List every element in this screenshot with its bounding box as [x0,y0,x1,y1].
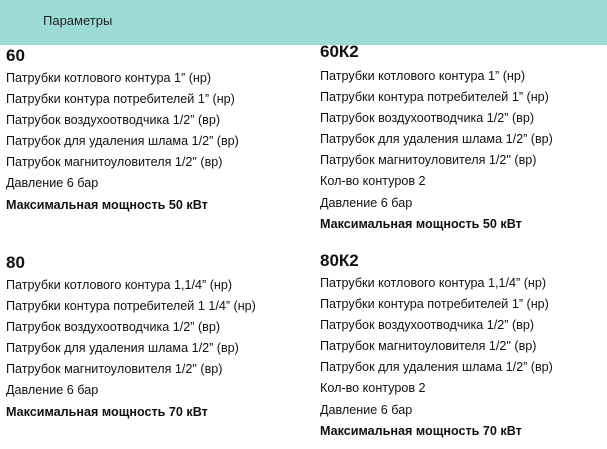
spec-line: Патрубок для удаления шлама 1/2” (вр) [320,360,553,375]
spec-line: Давление 6 бар [320,195,413,210]
max-power: Максимальная мощность 70 кВт [6,404,208,419]
model-title: 60К2 [320,42,359,61]
spec-line: Патрубок магнитоуловителя 1/2" (вр) [320,153,537,168]
spec-line: Патрубки контура потребителей 1” (нр) [6,92,235,107]
spec-line: Патрубки контура потребителей 1” (нр) [320,90,549,105]
model-title: 80 [6,253,25,272]
max-power: Максимальная мощность 50 кВт [6,197,208,212]
spec-line: Патрубок для удаления шлама 1/2” (вр) [320,132,553,147]
spec-line: Патрубок воздухоотводчика 1/2” (вр) [6,113,221,128]
spec-line: Патрубок магнитоуловителя 1/2" (вр) [320,339,537,354]
spec-line: Патрубок для удаления шлама 1/2” (вр) [6,134,239,149]
model-spec-block: 60К2 Патрубки котлового контура 1” (нр) Па… [320,40,553,235]
model-title: 80К2 [320,251,359,270]
model-spec-block: 80К2 Патрубки котлового контура 1,1/4” (н… [320,249,553,442]
spec-line: Патрубки котлового контура 1” (нр) [320,69,526,83]
spec-line: Патрубок магнитоуловителя 1/2" (вр) [6,155,223,170]
spec-line: Патрубки котлового контура 1,1/4” (нр) [320,276,547,290]
spec-line: Патрубки контура потребителей 1 1/4” (нр… [6,299,256,314]
model-spec-block: 80 Патрубки котлового контура 1,1/4” (нр)… [6,251,256,423]
spec-line: Кол-во контуров 2 [320,174,426,189]
parameters-header: Параметры [0,0,607,45]
spec-line: Патрубок магнитоуловителя 1/2" (вр) [6,362,223,377]
spec-line: Патрубок воздухоотводчика 1/2” (вр) [6,320,221,335]
max-power: Максимальная мощность 50 кВт [320,216,522,231]
spec-line: Патрубок воздухоотводчика 1/2” (вр) [320,318,535,333]
max-power: Максимальная мощность 70 кВт [320,423,522,438]
spec-line: Патрубок для удаления шлама 1/2” (вр) [6,341,239,356]
spec-line: Патрубки контура потребителей 1” (нр) [320,297,549,312]
spec-line: Патрубок воздухоотводчика 1/2” (вр) [320,111,535,126]
model-spec-block: 60 Патрубки котлового контура 1” (нр) Патр… [6,44,239,216]
spec-line: Патрубки котлового контура 1,1/4” (нр) [6,278,233,292]
spec-line: Патрубки котлового контура 1” (нр) [6,71,212,85]
model-title: 60 [6,46,25,65]
spec-line: Давление 6 бар [6,176,99,191]
header-title: Параметры [43,13,113,28]
spec-line: Кол-во контуров 2 [320,381,426,396]
spec-line: Давление 6 бар [320,402,413,417]
spec-line: Давление 6 бар [6,383,99,398]
